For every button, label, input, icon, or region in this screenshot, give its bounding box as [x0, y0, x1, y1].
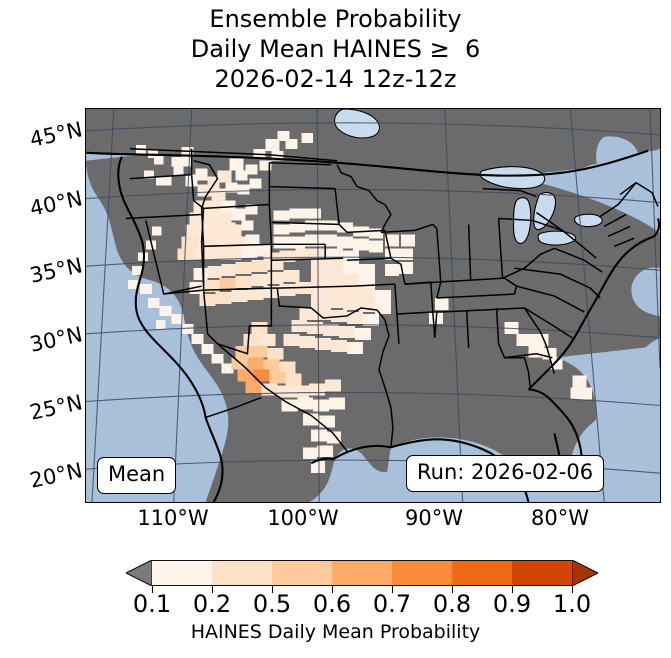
colorbar-axis-label: HAINES Daily Mean Probability	[190, 621, 481, 643]
mexico-borders	[205, 343, 348, 452]
colorbar-segment-7	[512, 561, 572, 585]
figure-title: Ensemble Probability Daily Mean HAINES ≥…	[0, 4, 671, 94]
map-panel[interactable]	[85, 108, 661, 503]
state-borders	[125, 148, 659, 448]
meridian-70w	[649, 109, 660, 368]
lon-tick-label-100w: 100°W	[267, 506, 339, 530]
colorbar-over-arrow	[572, 560, 598, 586]
coast-canada-north	[86, 149, 649, 177]
colorbar-segment-5	[392, 561, 452, 585]
probability-raster	[127, 130, 593, 474]
colorbar-tick-labels: 0.1 0.2 0.5 0.6 0.7 0.8 0.9 1.0	[0, 590, 671, 620]
colorbar-body	[152, 560, 572, 586]
atlantic-ocean	[554, 345, 660, 502]
lat-tick-label-20n: 20°N	[27, 458, 85, 493]
colorbar-tick-label: 0.6	[312, 590, 352, 618]
colorbar-tick	[572, 586, 574, 593]
colorbar-tick	[272, 586, 274, 593]
lat-tick-label-30n: 30°N	[27, 322, 85, 357]
lat-tick-label-35n: 35°N	[27, 253, 85, 288]
title-line-3: 2026-02-14 12z-12z	[214, 65, 457, 93]
colorbar-tick-label: 0.5	[252, 590, 292, 618]
colorbar-tick-label: 0.1	[132, 590, 172, 618]
meridian-90w	[444, 109, 464, 502]
colorbar-tick-label: 0.8	[432, 590, 472, 618]
colorbar-segment-1	[152, 561, 212, 585]
parallel-25n	[86, 391, 660, 407]
colorbar-tick	[152, 586, 154, 593]
coast-ne-canada	[653, 218, 660, 238]
colorbar-tick	[212, 586, 214, 593]
parallel-45n	[86, 122, 660, 136]
colorbar-tick	[512, 586, 514, 593]
colorbar-tick-label: 1.0	[552, 590, 592, 618]
parallel-35n	[86, 256, 660, 271]
lon-tick-label-110w: 110°W	[137, 506, 209, 530]
map-svg	[86, 109, 660, 502]
meridian-120w	[91, 109, 115, 502]
colorbar-segment-4	[332, 561, 392, 585]
colorbar-tick-label: 0.9	[492, 590, 532, 618]
coast-gulf-mexico	[204, 417, 224, 502]
colorbar-tick	[332, 586, 334, 593]
title-line-1: Ensemble Probability	[209, 5, 462, 33]
hudson-bay	[334, 109, 380, 139]
member-label-box[interactable]: Mean	[97, 457, 177, 494]
colorbar-tick	[452, 586, 454, 593]
colorbar-tick-label: 0.2	[192, 590, 232, 618]
colorbar-segment-3	[272, 561, 332, 585]
run-label-box[interactable]: Run: 2026-02-06	[406, 455, 605, 492]
colorbar[interactable]	[126, 560, 598, 586]
great-lakes-group	[479, 166, 603, 246]
lat-tick-label-25n: 25°N	[27, 390, 85, 425]
lake-erie	[537, 230, 577, 246]
meridian-100w	[316, 109, 320, 502]
lat-tick-label-45n: 45°N	[27, 117, 85, 152]
lat-tick-label-40n: 40°N	[27, 186, 85, 221]
map-canvas	[86, 109, 660, 502]
title-line-2: Daily Mean HAINES ≥ 6	[190, 35, 481, 63]
parallel-40n	[86, 188, 660, 204]
colorbar-tick	[392, 586, 394, 593]
lon-tick-label-80w: 80°W	[531, 506, 589, 530]
colorbar-ticks	[152, 586, 574, 593]
lake-ontario	[574, 213, 603, 228]
meridian-80w	[569, 109, 605, 502]
colorbar-segment-6	[452, 561, 512, 585]
lon-tick-label-90w: 90°W	[405, 506, 463, 530]
colorbar-under-arrow	[126, 560, 152, 586]
run-label-text: Run: 2026-02-06	[417, 460, 594, 484]
lake-superior	[479, 166, 546, 190]
st-lawrence-gulf	[596, 136, 639, 181]
colorbar-segment-2	[212, 561, 272, 585]
colorbar-tick-label: 0.7	[372, 590, 412, 618]
member-label-text: Mean	[108, 462, 166, 486]
parallel-30n	[86, 324, 660, 339]
coast-west	[117, 156, 207, 418]
coast-texas-south	[310, 457, 334, 465]
